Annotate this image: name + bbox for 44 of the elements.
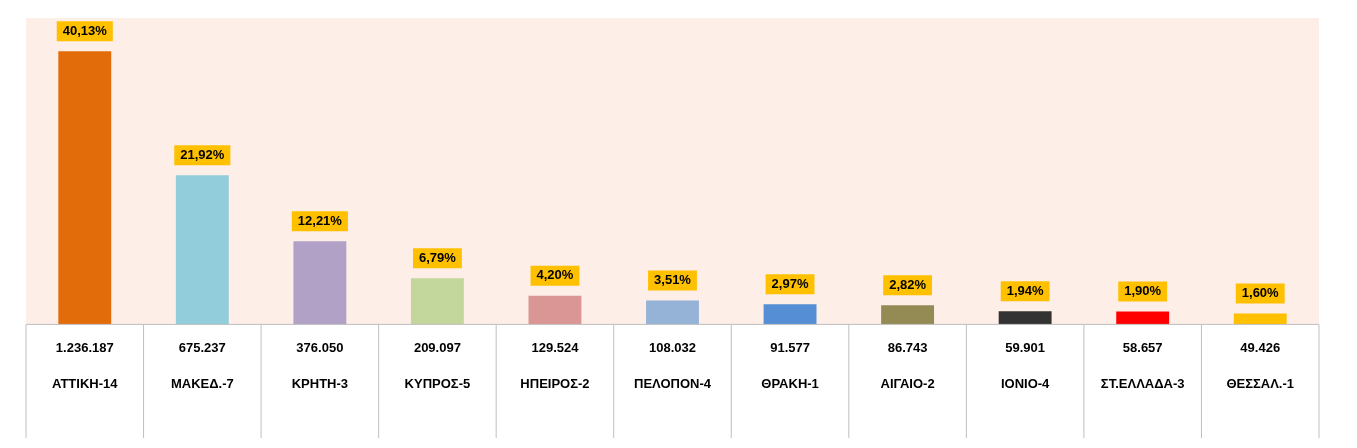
- x-tick-label: ΚΡΗΤΗ-3: [291, 375, 349, 391]
- bar: [58, 51, 112, 325]
- text: 675.237: [178, 339, 226, 355]
- data-label: 3,51%: [654, 272, 692, 288]
- x-tick-label: ΗΠΕΙΡΟΣ-2: [520, 375, 590, 391]
- data-label: 1,60%: [1241, 285, 1280, 301]
- data-label: 21,92%: [180, 146, 225, 162]
- bar: [1116, 311, 1170, 325]
- bar: [175, 175, 229, 325]
- data-label: 2,82%: [889, 276, 927, 292]
- data-label: 6,79%: [418, 249, 457, 265]
- x-tick-label: ΙΟΝΙΟ-4: [1000, 375, 1051, 391]
- bar: [881, 305, 935, 325]
- x-tick-label: ΘΕΣΣΑΛ.-1: [1226, 375, 1295, 391]
- text: 108.032: [649, 339, 696, 355]
- data-label: 1,94%: [1006, 282, 1044, 298]
- text: 58.657: [1122, 339, 1163, 355]
- bar: [1233, 313, 1287, 325]
- bar: [763, 304, 817, 325]
- bar: [646, 300, 699, 325]
- bar: [528, 295, 582, 325]
- x-tick-label: ΑΙΓΑΙΟ-2: [880, 375, 935, 391]
- x-tick-label: ΣΤ.ΕΛΛΑΔΑ-3: [1100, 375, 1185, 391]
- bar: [410, 278, 464, 325]
- data-label: 40,13%: [62, 22, 108, 38]
- text: 209.097: [413, 339, 461, 355]
- data-label: 2,97%: [771, 275, 809, 291]
- text: 49.426: [1240, 339, 1281, 355]
- text: 1.236.187: [55, 339, 114, 355]
- x-tick-label: ΘΡΑΚΗ-1: [761, 375, 819, 391]
- data-label: 4,20%: [536, 267, 574, 283]
- text: 59.901: [1005, 339, 1046, 355]
- text: 91.577: [770, 339, 810, 355]
- x-tick-label: ΜΑΚΕΔ.-7: [170, 375, 234, 391]
- text: 86.743: [887, 339, 928, 355]
- x-tick-label: ΑΤΤΙΚΗ-14: [52, 375, 119, 391]
- text: 129.524: [531, 339, 580, 355]
- text: 376.050: [296, 339, 344, 355]
- data-label: 12,21%: [297, 212, 343, 228]
- x-tick-label: ΚΥΠΡΟΣ-5: [404, 375, 471, 391]
- x-tick-label: ΠΕΛΟΠΟΝ-4: [634, 375, 712, 391]
- data-label: 1,90%: [1124, 283, 1162, 299]
- bar: [998, 311, 1052, 325]
- bar: [293, 241, 347, 325]
